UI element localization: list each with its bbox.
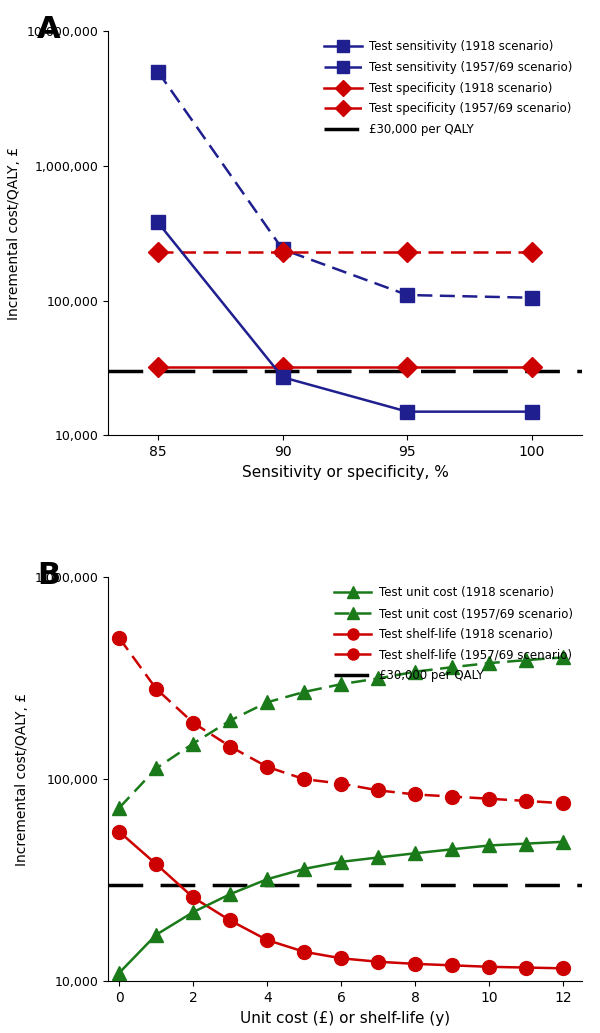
Y-axis label: Incremental cost/QALY, £: Incremental cost/QALY, £ bbox=[15, 692, 29, 866]
Legend: Test sensitivity (1918 scenario), Test sensitivity (1957/69 scenario), Test spec: Test sensitivity (1918 scenario), Test s… bbox=[321, 37, 576, 139]
Legend: Test unit cost (1918 scenario), Test unit cost (1957/69 scenario), Test shelf-li: Test unit cost (1918 scenario), Test uni… bbox=[330, 583, 576, 686]
X-axis label: Sensitivity or specificity, %: Sensitivity or specificity, % bbox=[242, 465, 448, 479]
Y-axis label: Incremental cost/QALY, £: Incremental cost/QALY, £ bbox=[7, 147, 21, 320]
X-axis label: Unit cost (£) or shelf-life (y): Unit cost (£) or shelf-life (y) bbox=[240, 1010, 450, 1026]
Text: A: A bbox=[37, 14, 61, 43]
Text: B: B bbox=[37, 561, 60, 590]
